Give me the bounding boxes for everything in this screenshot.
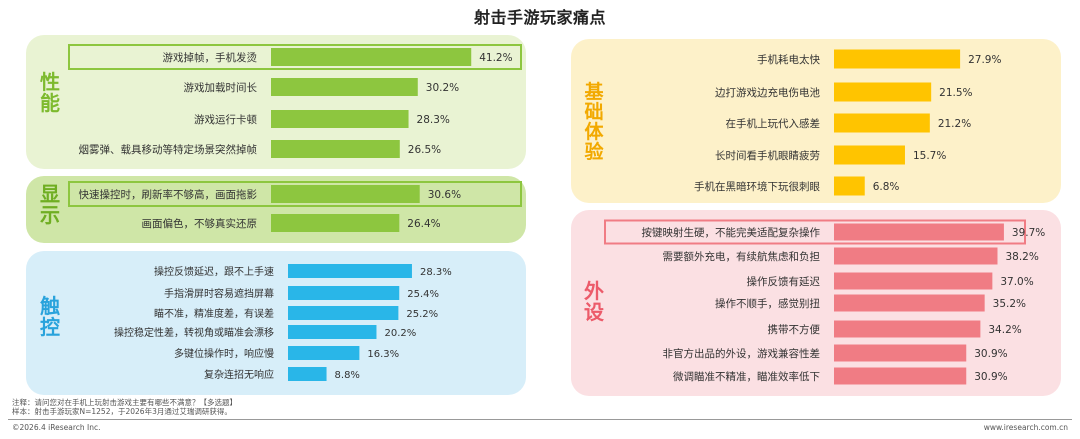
footer-divider (8, 419, 1072, 420)
data-label: 35.2% (993, 298, 1026, 310)
data-label: 25.2% (406, 309, 438, 320)
data-label: 27.9% (968, 54, 1001, 66)
category-label: 瞄不准，精准度差，有误差 (154, 307, 274, 320)
group-label-peripherals: 外设 (584, 279, 604, 324)
bar (288, 367, 327, 381)
category-label: 手机在黑暗环境下玩很刺眼 (694, 180, 820, 193)
data-label: 6.8% (873, 181, 900, 193)
bar (834, 294, 985, 312)
data-label: 30.9% (974, 348, 1007, 360)
category-label: 非官方出品的外设，游戏兼容性差 (663, 347, 821, 360)
category-label: 微调瞄准不精准，瞄准效率低下 (673, 370, 820, 383)
bar (271, 185, 420, 203)
group-label-display: 显示 (40, 182, 60, 227)
data-label: 26.5% (408, 144, 441, 156)
category-label: 游戏掉帧，手机发烫 (163, 51, 258, 64)
bar (834, 272, 993, 290)
bar (288, 346, 360, 360)
bar (288, 306, 399, 320)
bar (271, 140, 400, 158)
data-label: 38.2% (1005, 251, 1038, 263)
category-label: 操作不顺手，感觉别扭 (715, 297, 820, 310)
data-label: 41.2% (479, 52, 512, 64)
bar (271, 214, 400, 232)
category-label: 长时间看手机眼睛疲劳 (715, 149, 820, 162)
bar (834, 367, 967, 385)
data-label: 26.4% (407, 218, 440, 230)
data-label: 28.3% (420, 267, 452, 278)
category-label: 操控稳定性差，转视角或瞄准会漂移 (114, 326, 274, 339)
category-label: 烟雾弹、载具移动等特定场景突然掉帧 (79, 143, 258, 156)
bar (834, 82, 932, 102)
panel-basic-experience (571, 39, 1061, 203)
category-label: 游戏运行卡顿 (194, 113, 257, 126)
bar (834, 49, 961, 69)
chart-title: 射击手游玩家痛点 (473, 8, 606, 27)
category-label: 画面偏色，不够真实还原 (142, 217, 258, 230)
footnote-sample: 样本：射击手游玩家N=1252，于2026年3月通过艾瑞调研获得。 (12, 407, 232, 416)
highlight-box (68, 181, 522, 207)
panel-touch (26, 251, 526, 395)
bar (271, 78, 418, 96)
group-label-performance: 性能 (40, 70, 60, 115)
copyright: ©2026.4 iResearch Inc. (12, 423, 101, 432)
highlight-box (604, 219, 1026, 245)
data-label: 34.2% (988, 324, 1021, 336)
data-label: 8.8% (335, 370, 360, 381)
website: www.iresearch.com.cn (983, 423, 1068, 432)
highlight-box (68, 44, 522, 70)
category-label: 操控反馈延迟，跟不上手速 (154, 265, 274, 278)
category-label: 需要额外充电，有续航焦虑和负担 (663, 250, 821, 263)
category-label: 边打游戏边充电伤电池 (715, 86, 820, 99)
bar (834, 113, 930, 133)
category-label: 按键映射生硬，不能完美适配复杂操作 (642, 226, 821, 239)
bar (288, 325, 377, 339)
bar (271, 48, 472, 66)
data-label: 30.2% (426, 82, 459, 94)
category-label: 复杂连招无响应 (204, 368, 274, 381)
category-label: 手指滑屏时容易遮挡屏幕 (164, 287, 274, 300)
data-label: 30.6% (428, 189, 461, 201)
data-label: 28.3% (417, 114, 450, 126)
data-label: 16.3% (367, 349, 399, 360)
data-label: 25.4% (407, 289, 439, 300)
category-label: 携带不方便 (768, 323, 821, 336)
bar (834, 145, 905, 165)
data-label: 15.7% (913, 150, 946, 162)
data-label: 39.7% (1012, 227, 1045, 239)
bar (271, 110, 409, 128)
category-label: 操作反馈有延迟 (747, 275, 821, 288)
category-label: 多键位操作时，响应慢 (174, 347, 274, 360)
bar (288, 286, 400, 300)
data-label: 30.9% (974, 371, 1007, 383)
category-label: 游戏加载时间长 (184, 81, 258, 94)
bar (834, 176, 865, 196)
data-label: 37.0% (1000, 276, 1033, 288)
group-label-touch: 触控 (40, 294, 60, 339)
category-label: 快速操控时，刷新率不够高，画面拖影 (79, 188, 258, 201)
footnote-note: 注释：请问您对在手机上玩射击游戏主要有哪些不满意？【多选题】 (12, 398, 237, 407)
data-label: 21.5% (939, 87, 972, 99)
data-label: 21.2% (938, 118, 971, 130)
bar (834, 344, 967, 362)
category-label: 手机耗电太快 (757, 53, 820, 66)
data-label: 20.2% (384, 328, 416, 339)
bar (834, 247, 998, 265)
bar (834, 320, 981, 338)
bar (834, 223, 1004, 241)
category-label: 在手机上玩代入感差 (726, 117, 821, 130)
group-label-basic-experience: 基础体验 (584, 81, 604, 163)
bar (288, 264, 412, 278)
